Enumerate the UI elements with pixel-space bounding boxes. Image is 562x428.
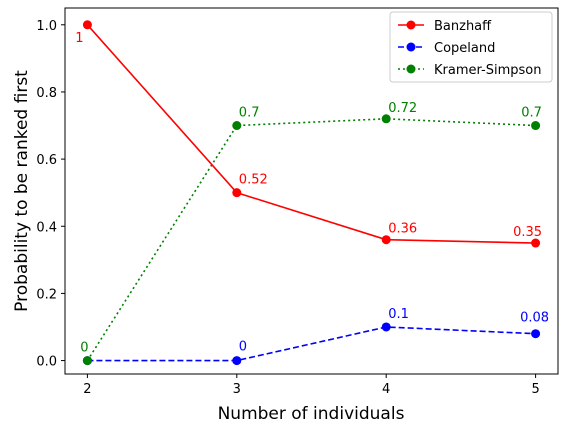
- legend-label: Kramer-Simpson: [434, 63, 541, 78]
- legend-swatch-marker: [406, 42, 416, 52]
- series-line-kramer-simpson: [86, 118, 536, 361]
- x-tick-label: 4: [382, 382, 390, 397]
- plot-area: 2 3 4 5 0.0 0.2 0.4 0.6 0.8 1.0 1 0.52 0.36 0.35 0 0.…: [36, 7, 559, 397]
- legend-swatch-marker: [406, 20, 416, 30]
- x-axis: 2 3 4 5: [83, 374, 540, 397]
- legend: Banzhaff Copeland Kramer-Simpson: [389, 11, 553, 83]
- plot-frame: [64, 7, 559, 375]
- data-point-banzhaff: [232, 188, 242, 198]
- y-axis-title: Probability to be ranked first: [12, 70, 32, 312]
- legend-label: Banzhaff: [434, 19, 492, 34]
- y-tick-label: 0.0: [36, 355, 57, 370]
- data-point-kramer-simpson: [531, 121, 541, 131]
- x-tick-label: 5: [531, 382, 539, 397]
- y-tick-label: 0.8: [36, 86, 57, 101]
- data-label-layer: 1 0.52 0.36 0.35 0 0.1 0.08 0 0.7 0.72 0.7: [75, 31, 549, 356]
- data-point-copeland: [531, 329, 541, 339]
- y-tick-label: 1.0: [36, 19, 57, 34]
- data-point-kramer-simpson: [232, 121, 242, 131]
- data-label-banzhaff: 0.35: [513, 225, 542, 240]
- data-label-banzhaff: 1: [75, 31, 83, 46]
- data-label-kramer-simpson: 0.72: [388, 101, 417, 116]
- data-point-banzhaff: [82, 20, 92, 30]
- series-line-copeland: [87, 326, 536, 362]
- legend-box: [389, 11, 553, 83]
- data-label-kramer-simpson: 0.7: [521, 106, 542, 121]
- series-layer: [82, 20, 541, 366]
- data-label-copeland: 0.08: [520, 311, 549, 326]
- series-line-banzhaff: [86, 24, 536, 244]
- data-label-kramer-simpson: 0: [80, 341, 88, 356]
- data-label-banzhaff: 0.36: [388, 222, 417, 237]
- x-tick-label: 2: [83, 382, 91, 397]
- x-axis-title: Number of individuals: [218, 404, 405, 424]
- y-axis: 0.0 0.2 0.4 0.6 0.8 1.0: [36, 19, 65, 370]
- y-tick-label: 0.2: [36, 287, 57, 302]
- legend-label: Copeland: [434, 41, 495, 56]
- data-point-kramer-simpson: [82, 356, 92, 366]
- data-point-banzhaff: [531, 238, 541, 248]
- data-label-copeland: 0: [239, 340, 247, 355]
- data-label-copeland: 0.1: [388, 307, 409, 322]
- data-label-banzhaff: 0.52: [239, 173, 268, 188]
- data-point-copeland: [232, 356, 242, 366]
- x-tick-label: 3: [233, 382, 241, 397]
- legend-swatch-marker: [406, 64, 416, 74]
- y-tick-label: 0.4: [36, 220, 57, 235]
- data-point-banzhaff: [381, 235, 391, 245]
- data-point-kramer-simpson: [381, 114, 391, 124]
- data-label-kramer-simpson: 0.7: [239, 106, 260, 121]
- y-tick-label: 0.6: [36, 153, 57, 168]
- data-point-copeland: [381, 322, 391, 332]
